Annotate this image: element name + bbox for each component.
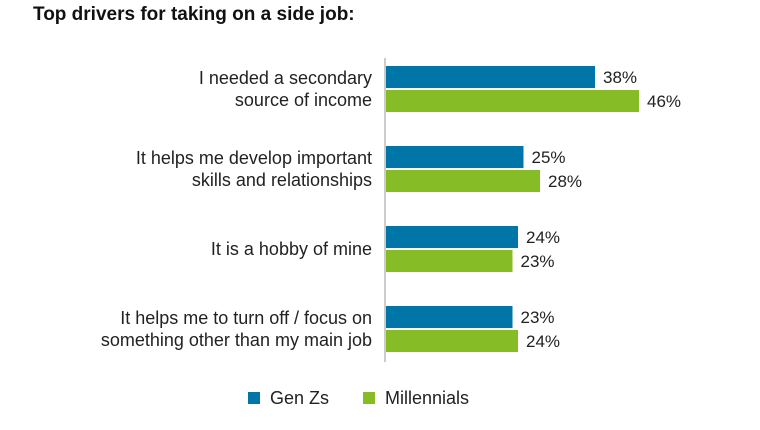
category-label-line: something other than my main job <box>101 330 372 350</box>
chart-title: Top drivers for taking on a side job: <box>33 4 355 25</box>
category-label-line: skills and relationships <box>192 170 372 190</box>
category-label-line: It helps me to turn off / focus on <box>120 308 372 328</box>
legend-swatch-millennials <box>363 392 375 404</box>
bar-millennials <box>386 330 518 352</box>
category-label-line: It is a hobby of mine <box>211 239 372 259</box>
bar-millennials <box>386 250 513 272</box>
value-label: 24% <box>526 332 560 351</box>
category-label-line: I needed a secondary <box>199 68 372 88</box>
category-label-line: It helps me develop important <box>136 148 372 168</box>
value-label: 25% <box>532 148 566 167</box>
value-label: 28% <box>548 172 582 191</box>
bar-gen-zs <box>386 146 524 168</box>
bar-millennials <box>386 90 639 112</box>
value-label: 24% <box>526 228 560 247</box>
bar-gen-zs <box>386 66 595 88</box>
value-label: 23% <box>521 308 555 327</box>
legend-swatch-gen-zs <box>248 392 260 404</box>
value-label: 46% <box>647 92 681 111</box>
category-label: It is a hobby of mine <box>211 239 372 259</box>
bar-gen-zs <box>386 226 518 248</box>
category-label: I needed a secondary source of income <box>199 68 372 110</box>
legend-label-gen-zs: Gen Zs <box>270 388 329 408</box>
category-label: It helps me develop important skills and … <box>136 148 372 190</box>
bar-millennials <box>386 170 540 192</box>
bar-gen-zs <box>386 306 513 328</box>
category-label: It helps me to turn off / focus on someth… <box>101 308 372 350</box>
value-label: 38% <box>603 68 637 87</box>
legend-label-millennials: Millennials <box>385 388 469 408</box>
category-label-line: source of income <box>235 90 372 110</box>
value-label: 23% <box>521 252 555 271</box>
